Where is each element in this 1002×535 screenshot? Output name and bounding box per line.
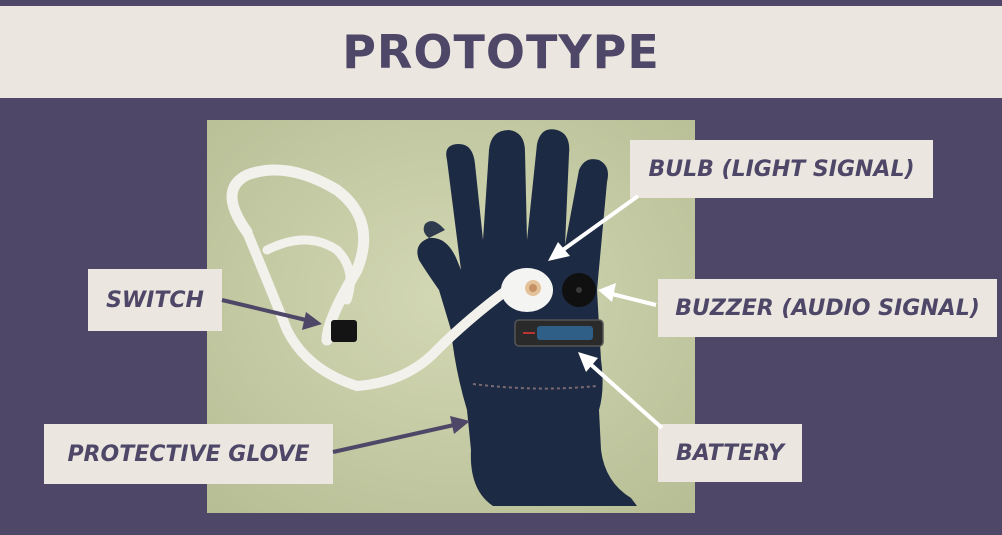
label-glove: PROTECTIVE GLOVE [44,424,333,484]
slide-title: PROTOTYPE [342,25,660,79]
bulb-shape [501,268,553,312]
switch-shape [331,320,357,342]
buzzer-shape [562,273,596,307]
title-banner: PROTOTYPE [0,6,1002,98]
label-battery-text: BATTERY [675,440,785,466]
label-buzzer-text: BUZZER (AUDIO SIGNAL) [675,295,980,321]
label-glove-text: PROTECTIVE GLOVE [67,441,310,467]
top-strip [0,0,1002,6]
white-cable [226,164,512,392]
label-battery: BATTERY [658,424,802,482]
battery-shape [514,319,604,347]
label-buzzer: BUZZER (AUDIO SIGNAL) [658,279,997,337]
label-switch-text: SWITCH [106,287,204,313]
cuff-stitching [472,383,598,390]
label-bulb: BULB (LIGHT SIGNAL) [630,140,933,198]
label-bulb-text: BULB (LIGHT SIGNAL) [648,156,915,182]
label-switch: SWITCH [88,269,222,331]
